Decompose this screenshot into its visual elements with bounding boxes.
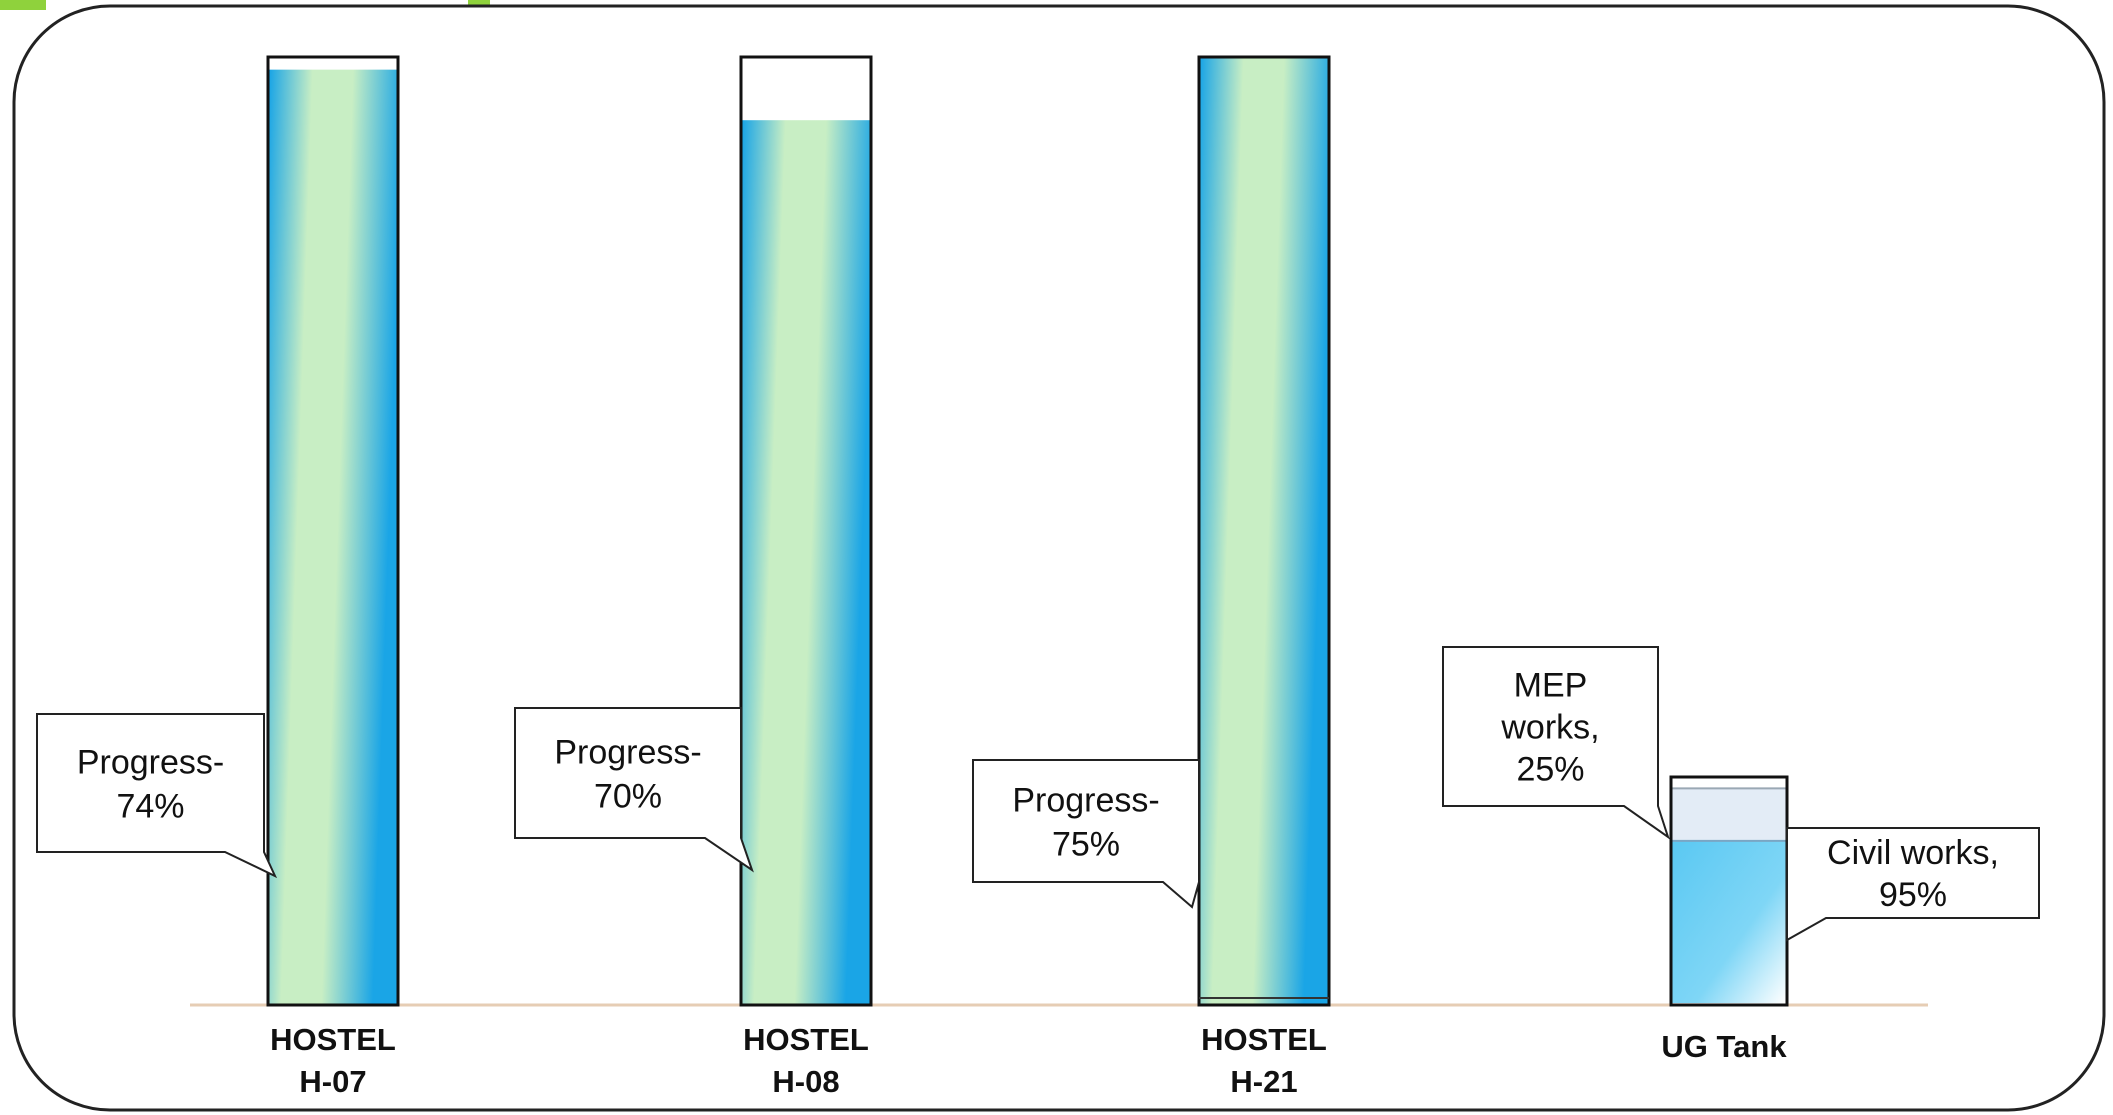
callout-mep-text: 25% [1516,750,1584,788]
bar-fill-3 [1200,57,1328,1005]
callout-h07-box [36,713,278,879]
category-sublabel-1: H-07 [299,1064,366,1099]
category-label-1: HOSTEL [270,1022,396,1057]
callout-h21-text: Progress- [1012,781,1159,819]
callout-mep-box [1442,646,1670,840]
tank-blue-fill [1672,840,1786,1003]
callout-h07-text: Progress- [77,743,224,781]
callout-h21-box [972,759,1200,909]
category-label-2: HOSTEL [743,1022,869,1057]
bar-outline-3 [1197,55,1331,1007]
category-label-4: UG Tank [1661,1029,1787,1064]
callout-civil-text: Civil works, [1827,834,1999,872]
bar-outline-2 [739,55,873,1007]
category-sublabel-2: H-08 [772,1064,839,1099]
category-label-3: HOSTEL [1201,1022,1327,1057]
callout-h08-text: 70% [594,777,662,815]
callout-h21-text: 75% [1052,825,1120,863]
bar-fill-2 [742,120,870,1005]
header-accent-left [0,0,46,10]
bar-fill-1 [269,69,397,1005]
callout-mep-text: works, [1500,708,1599,746]
callout-h08-box [514,707,754,873]
callout-h08-text: Progress- [554,733,701,771]
callout-civil-text: 95% [1879,876,1947,914]
callout-mep-text: MEP [1514,666,1588,704]
callout-civil-box [1786,827,2040,942]
callout-h07-text: 74% [116,787,184,825]
bar-outline-1 [266,55,400,1007]
category-sublabel-3: H-21 [1230,1064,1297,1099]
